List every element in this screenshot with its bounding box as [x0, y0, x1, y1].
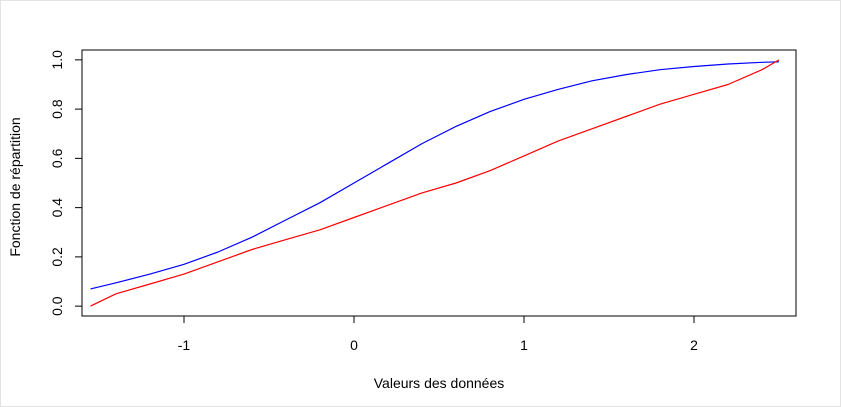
x-axis: -1 0 1 2 — [178, 316, 698, 353]
plot-box — [81, 49, 797, 317]
y-tick-label: 0.8 — [49, 99, 65, 119]
y-tick-label: 0.4 — [49, 198, 65, 218]
x-tick-label: 0 — [350, 337, 358, 353]
x-axis-label: Valeurs des données — [374, 375, 505, 391]
empirical-cdf-line — [90, 59, 780, 307]
x-tick-label: 2 — [690, 337, 698, 353]
y-axis: 0.0 0.2 0.4 0.6 0.8 1.0 — [49, 50, 82, 316]
x-tick-label: 1 — [520, 337, 528, 353]
series-layer — [90, 59, 780, 307]
y-tick-label: 1.0 — [49, 50, 65, 70]
y-tick-label: 0.0 — [49, 296, 65, 316]
y-axis-label: Fonction de répartition — [7, 117, 23, 256]
x-tick-label: -1 — [178, 337, 191, 353]
y-tick-label: 0.6 — [49, 148, 65, 168]
y-tick-label: 0.2 — [49, 247, 65, 267]
theoretical-cdf-line — [90, 61, 780, 290]
